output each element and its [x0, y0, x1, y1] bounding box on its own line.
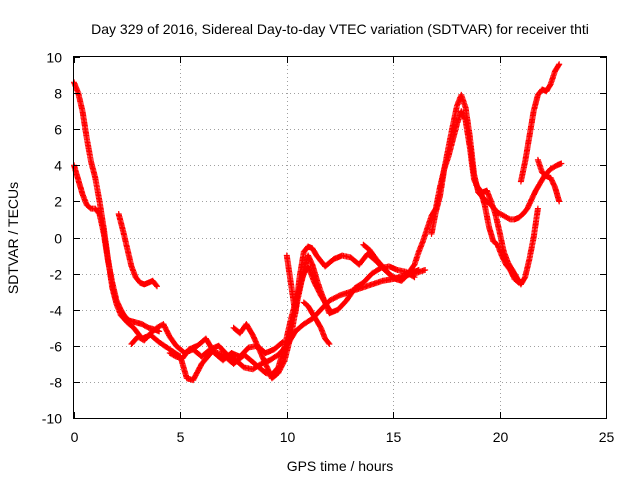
series-points [115, 211, 160, 290]
x-tick-label: 20 [493, 429, 509, 445]
y-tick-label: 10 [46, 50, 62, 66]
y-tick-label: -2 [50, 267, 63, 283]
x-tick-label: 15 [386, 429, 402, 445]
x-axis-label: GPS time / hours [287, 458, 394, 474]
y-tick-label: 6 [54, 122, 62, 138]
y-tick-label: -8 [50, 375, 63, 391]
series-track-12 [517, 61, 563, 185]
x-tick-label: 0 [71, 429, 79, 445]
series-track-11 [473, 182, 522, 286]
series-points [300, 299, 333, 347]
y-tick-label: 8 [54, 86, 62, 102]
grid [74, 57, 606, 418]
series-track-8 [300, 299, 333, 347]
y-tick-label: 0 [54, 231, 62, 247]
y-tick-label: -4 [50, 303, 63, 319]
axis-ticks: 0 5 10 15 20 25 -10 -8 -6 -4 -2 0 2 4 6 8 10 [42, 50, 615, 446]
y-axis-label: SDTVAR / TECUs [5, 182, 21, 294]
x-tick-label: 25 [599, 429, 615, 445]
series-points [473, 182, 522, 286]
y-tick-label: 2 [54, 194, 62, 210]
x-tick-label: 10 [280, 429, 296, 445]
y-tick-label: 4 [54, 158, 62, 174]
plot-border [73, 56, 607, 419]
series-track-3 [115, 211, 160, 290]
chart-title: Day 329 of 2016, Sidereal Day-to-day VTE… [91, 21, 589, 37]
series-points [517, 61, 563, 185]
series-points [534, 156, 563, 205]
y-tick-label: -6 [50, 339, 63, 355]
y-tick-label: -10 [42, 411, 62, 427]
data-series [71, 61, 565, 384]
x-tick-label: 5 [177, 429, 185, 445]
series-track-13 [534, 156, 563, 205]
